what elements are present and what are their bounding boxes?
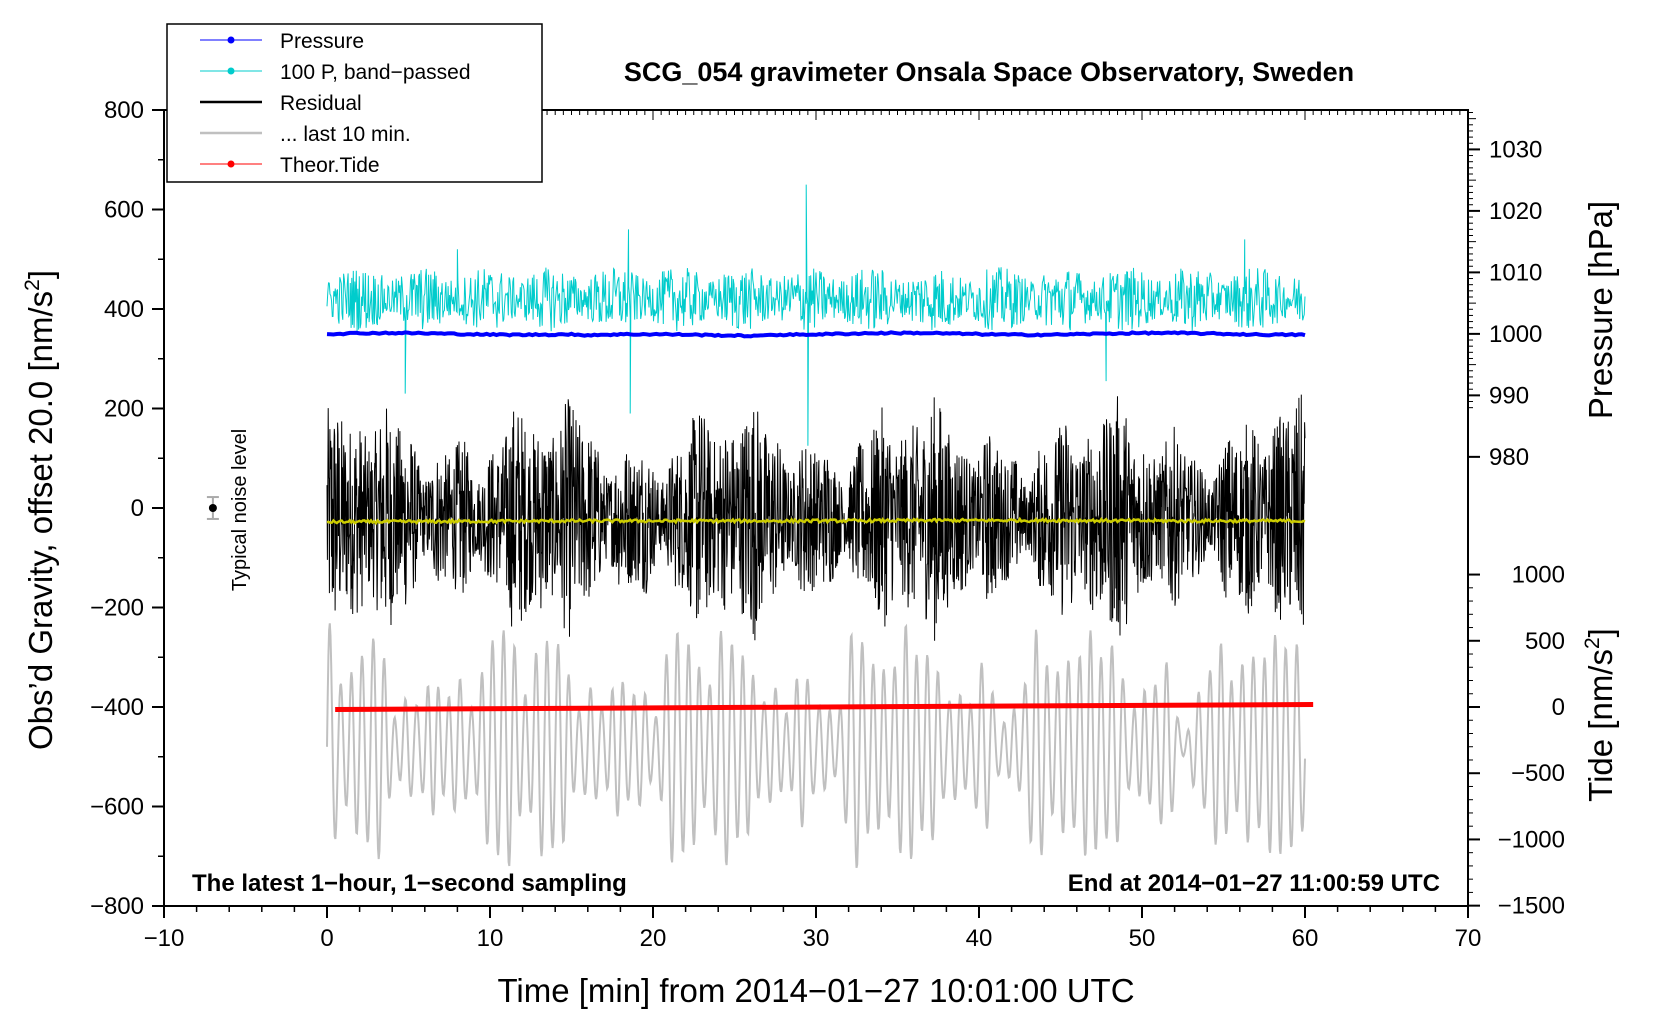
y-axis-title-left: Obs’d Gravity, offset 20.0 [nm/s2] — [21, 270, 59, 750]
series-residual-mean — [326, 516, 1306, 526]
axes-layer: −10 0 10 20 30 40 50 60 70−800−600−400−200020040… — [90, 97, 1565, 952]
series-last-10-min — [326, 623, 1306, 869]
legend-marker — [227, 160, 235, 168]
legend-label: ... last 10 min. — [280, 123, 411, 146]
legend-label: Residual — [280, 92, 362, 115]
y-axis-title-tide: Tide [nm/s2] — [1581, 628, 1619, 802]
legend-label: Theor.Tide — [280, 154, 380, 177]
pressure-tick-label: 980 — [1489, 444, 1529, 471]
y-tick-label: −800 — [90, 893, 144, 920]
legend-marker — [227, 67, 235, 75]
x-tick-label: 50 — [1129, 925, 1156, 952]
y-tick-label: −400 — [90, 694, 144, 721]
x-tick-label: 60 — [1292, 925, 1319, 952]
noise-level-point — [208, 504, 217, 512]
tide-tick-label: 1000 — [1512, 562, 1565, 589]
y-tick-label: −200 — [90, 595, 144, 622]
x-tick-label: 30 — [803, 925, 830, 952]
chart-title: SCG_054 gravimeter Onsala Space Observat… — [624, 57, 1354, 87]
tide-tick-label: 0 — [1552, 694, 1565, 721]
noise-level-label: Typical noise level — [229, 429, 251, 591]
pressure-tick-label: 1000 — [1489, 321, 1542, 348]
annotation-end-time: End at 2014−01−27 11:00:59 UTC — [1068, 870, 1440, 897]
pressure-tick-label: 1030 — [1489, 136, 1542, 163]
y-axis-title-pressure: Pressure [hPa] — [1582, 201, 1619, 419]
y-tick-label: 200 — [104, 396, 144, 423]
y-axis-title-left-sup: 2 — [21, 279, 44, 291]
series-layer — [326, 184, 1314, 869]
x-tick-label: −10 — [144, 925, 185, 952]
y-tick-label: −600 — [90, 794, 144, 821]
series-residual — [326, 394, 1306, 641]
legend-label: Pressure — [280, 30, 364, 53]
noise-level-indicator — [206, 496, 219, 520]
y-tick-label: 0 — [131, 495, 144, 522]
y-axis-title-left-main: Obs’d Gravity, offset 20.0 [nm/s — [22, 291, 59, 750]
legend-label: 100 P, band−passed — [280, 61, 471, 84]
series-band-passed — [326, 184, 1306, 446]
x-tick-label: 40 — [966, 925, 993, 952]
series-pressure — [326, 330, 1306, 339]
tide-tick-label: −500 — [1511, 760, 1565, 787]
tide-tick-label: −1500 — [1498, 893, 1565, 920]
x-axis-title: Time [min] from 2014−01−27 10:01:00 UTC — [497, 972, 1134, 1009]
pressure-tick-label: 1010 — [1489, 259, 1542, 286]
y-axis-title-tide-sup: 2 — [1581, 637, 1604, 649]
y-tick-label: 600 — [104, 197, 144, 224]
x-tick-label: 0 — [320, 925, 333, 952]
legend: Pressure 100 P, band−passed Residual ... la… — [166, 23, 543, 183]
pressure-tick-label: 990 — [1489, 382, 1529, 409]
x-tick-label: 70 — [1455, 925, 1482, 952]
y-axis-title-left-end: ] — [22, 270, 59, 279]
x-tick-label: 20 — [640, 925, 667, 952]
y-tick-label: 400 — [104, 296, 144, 323]
tide-tick-label: 500 — [1525, 628, 1565, 655]
legend-marker — [227, 36, 235, 44]
y-axis-title-tide-end: ] — [1582, 628, 1619, 637]
series-theor-tide — [335, 702, 1314, 712]
y-tick-label: 800 — [104, 97, 144, 124]
pressure-tick-label: 1020 — [1489, 198, 1542, 225]
y-axis-title-tide-main: Tide [nm/s — [1582, 649, 1619, 802]
annotation-sampling: The latest 1−hour, 1−second sampling — [192, 870, 627, 897]
tide-tick-label: −1000 — [1498, 826, 1565, 853]
x-tick-label: 10 — [477, 925, 504, 952]
